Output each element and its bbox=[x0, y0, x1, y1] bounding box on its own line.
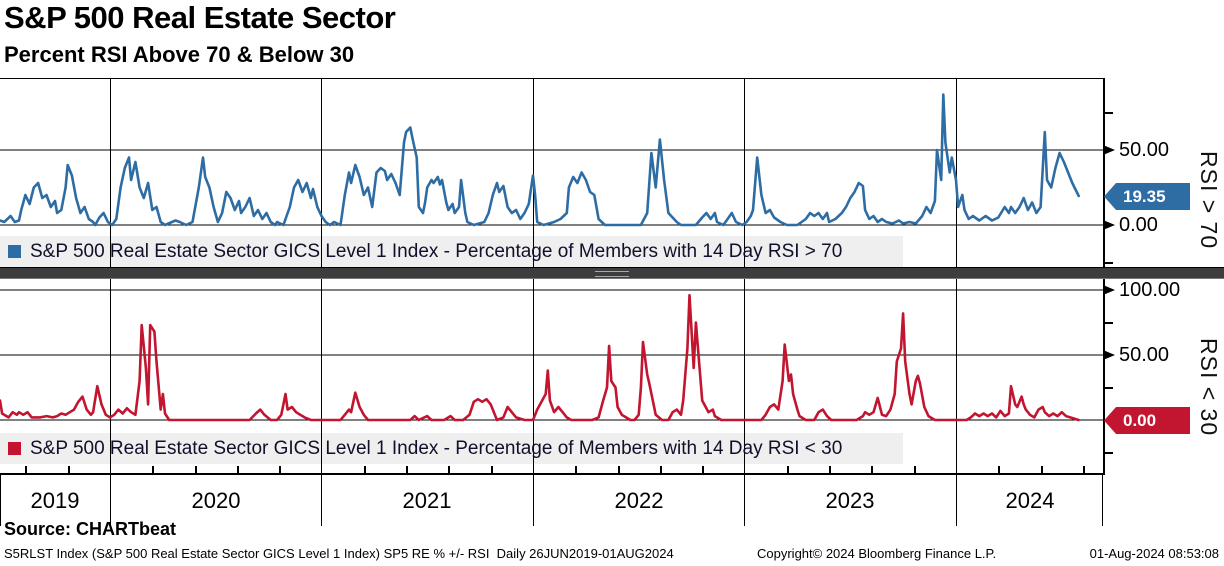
status-bar-copyright: Copyright© 2024 Bloomberg Finance L.P. bbox=[757, 546, 997, 561]
red-series-marker-icon bbox=[8, 442, 21, 455]
year-separator-tick bbox=[110, 475, 111, 526]
axis-tick-label: 100.00 bbox=[1119, 279, 1181, 301]
year-separator-tick bbox=[321, 475, 322, 526]
year-label: 2024 bbox=[1005, 488, 1055, 513]
splitter-grip-icon bbox=[595, 271, 629, 277]
legend-background-bottom bbox=[0, 433, 903, 464]
panel-splitter[interactable] bbox=[0, 267, 1224, 279]
axis-tick-arrow-icon bbox=[1103, 350, 1115, 360]
source-line: Source: CHARTbeat bbox=[4, 519, 177, 539]
x-axis-minor-tick bbox=[787, 466, 789, 473]
side-label-rsi-above: RSI > 70 bbox=[1196, 151, 1222, 250]
axis-minor-tick bbox=[1104, 111, 1113, 114]
rsi-above-70-plot[interactable] bbox=[0, 78, 1103, 268]
x-axis-minor-tick bbox=[448, 466, 450, 473]
x-axis-minor-tick bbox=[152, 466, 154, 473]
page-title: S&P 500 Real Estate Sector bbox=[4, 0, 396, 35]
axis-tick-label: 50.00 bbox=[1119, 344, 1170, 366]
year-label: 2020 bbox=[191, 488, 241, 513]
page-subtitle: Percent RSI Above 70 & Below 30 bbox=[4, 42, 355, 67]
year-separator-tick bbox=[533, 475, 534, 526]
x-axis-line bbox=[0, 473, 1105, 475]
x-axis-minor-tick bbox=[1041, 466, 1043, 473]
year-separator-tick bbox=[744, 475, 745, 526]
x-axis-minor-tick bbox=[279, 466, 281, 473]
x-axis-minor-tick bbox=[25, 466, 27, 473]
series-line bbox=[0, 93, 1080, 227]
x-axis-minor-tick bbox=[829, 466, 831, 473]
x-axis-minor-tick bbox=[1083, 466, 1085, 473]
x-axis-minor-tick bbox=[195, 466, 197, 473]
legend-top-label: S&P 500 Real Estate Sector GICS Level 1 … bbox=[30, 240, 843, 262]
axis-minor-tick bbox=[1104, 321, 1113, 324]
status-bar-description: S5RLST Index (S&P 500 Real Estate Sector… bbox=[4, 546, 674, 561]
x-axis-minor-tick bbox=[237, 466, 239, 473]
year-label: 2019 bbox=[30, 488, 80, 513]
x-axis-minor-tick bbox=[702, 466, 704, 473]
axis-tick-arrow-icon bbox=[1103, 285, 1115, 295]
x-axis-minor-tick bbox=[491, 466, 493, 473]
axis-tick-arrow-icon bbox=[1103, 145, 1115, 155]
axis-minor-tick bbox=[1104, 261, 1113, 264]
x-axis-minor-tick bbox=[575, 466, 577, 473]
x-axis-minor-tick bbox=[914, 466, 916, 473]
year-separator-tick bbox=[1102, 475, 1103, 526]
status-bar-timestamp: 01-Aug-2024 08:53:08 bbox=[1089, 546, 1219, 561]
x-axis-minor-tick bbox=[660, 466, 662, 473]
legend-top: S&P 500 Real Estate Sector GICS Level 1 … bbox=[8, 236, 903, 267]
legend-bottom: S&P 500 Real Estate Sector GICS Level 1 … bbox=[8, 433, 903, 464]
legend-background-top bbox=[0, 236, 903, 267]
axis-tick-label: 50.00 bbox=[1119, 139, 1170, 161]
last-value-badge-rsi-above: 19.35 bbox=[1104, 182, 1190, 210]
blue-series-marker-icon bbox=[8, 245, 21, 258]
year-separator-tick bbox=[0, 475, 1, 526]
year-label: 2021 bbox=[402, 488, 452, 513]
axis-tick-arrow-icon bbox=[1103, 220, 1115, 230]
year-label: 2023 bbox=[825, 488, 875, 513]
x-axis-minor-tick bbox=[68, 466, 70, 473]
x-axis-minor-tick bbox=[998, 466, 1000, 473]
x-axis-minor-tick bbox=[364, 466, 366, 473]
axis-minor-tick bbox=[1104, 386, 1113, 389]
last-value-badge-rsi-below: 0.00 bbox=[1104, 407, 1190, 434]
legend-bottom-label: S&P 500 Real Estate Sector GICS Level 1 … bbox=[30, 437, 843, 459]
year-label: 2022 bbox=[614, 488, 664, 513]
x-axis-minor-tick bbox=[871, 466, 873, 473]
x-axis-minor-tick bbox=[618, 466, 620, 473]
axis-tick-label: 0.00 bbox=[1119, 214, 1158, 236]
year-separator-tick bbox=[956, 475, 957, 526]
series-line bbox=[0, 293, 1080, 422]
rsi-below-30-plot[interactable] bbox=[0, 278, 1103, 472]
axis-minor-tick bbox=[1104, 451, 1113, 454]
x-axis-minor-tick bbox=[406, 466, 408, 473]
side-label-rsi-below: RSI < 30 bbox=[1196, 338, 1222, 437]
